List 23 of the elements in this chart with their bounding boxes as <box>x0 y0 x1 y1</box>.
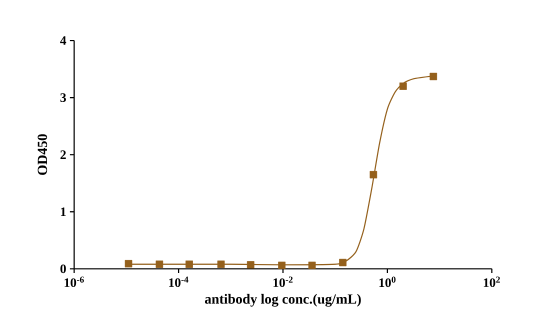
y-tick-label: 2 <box>60 150 66 159</box>
y-tick-label: 0 <box>60 264 66 274</box>
point <box>339 258 347 266</box>
y-tick-label: 3 <box>60 93 66 102</box>
x-tick-label: 10$^{2}$ <box>484 276 500 288</box>
point <box>186 260 193 268</box>
point <box>124 260 132 268</box>
point <box>430 72 438 80</box>
point <box>246 261 254 268</box>
x-tick-label: 10$^{-6}$ <box>64 276 84 288</box>
x-tick-label: 10$^{-2}$ <box>274 276 293 288</box>
point <box>156 260 164 268</box>
point <box>370 170 378 178</box>
point <box>278 262 286 270</box>
y-axis-title: OD450 <box>38 134 48 175</box>
x-axis-title: antibody log conc.(ug/mL) <box>204 294 361 307</box>
point <box>217 260 225 268</box>
point <box>399 82 407 90</box>
point <box>308 262 316 270</box>
y-tick-label: 1 <box>60 207 66 216</box>
x-tick-label: 10$^{0}$ <box>379 276 396 288</box>
y-tick-label: 4 <box>60 36 66 45</box>
x-tick-label: 10$^{-4}$ <box>169 276 188 288</box>
